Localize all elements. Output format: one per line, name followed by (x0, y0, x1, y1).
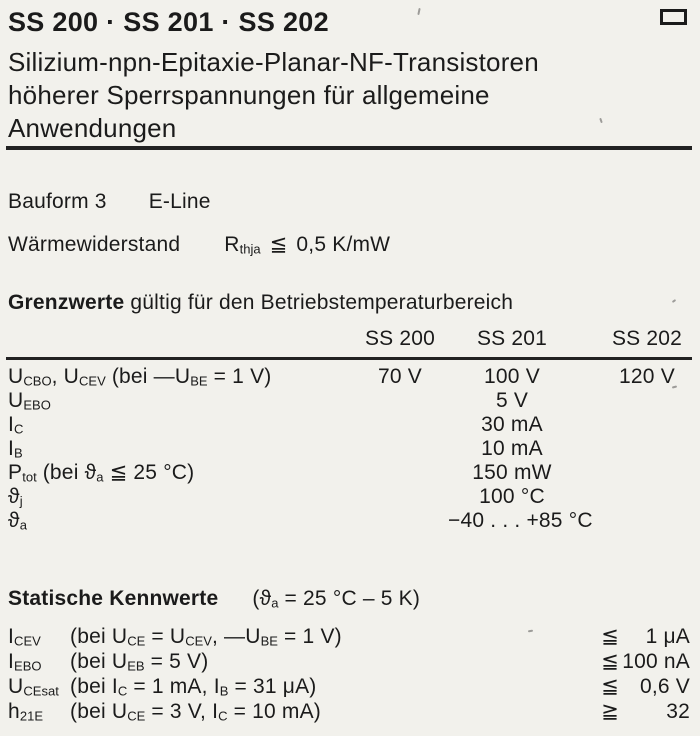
statics-section-heading: Statische Kennwerte (ϑa = 25 °C – 5 K) (8, 587, 420, 615)
static-parameter-value: 100 nA (622, 650, 690, 673)
thermal-resistance-line: Wärmewiderstand Rthja ≦ 0,5 K/mW (8, 233, 390, 261)
static-parameter-condition: (bei IC = 1 mA, IB = 31 μA) (70, 675, 317, 699)
limit-parameter: IC (8, 413, 24, 437)
scan-speck (671, 299, 677, 303)
limit-parameter: ϑa (8, 509, 27, 533)
static-parameter-condition: (bei UEB = 5 V) (70, 650, 209, 674)
statics-table: ICEV (bei UCE = UCEV, —UBE = 1 V) ≦ 1 μA IEB… (8, 624, 692, 724)
thermal-symbol: Rthja (224, 233, 261, 257)
column-header-ss202: SS 202 (611, 327, 683, 350)
static-parameter-symbol: ICEV (8, 625, 41, 649)
bauform-value: E-Line (148, 190, 211, 213)
page-subtitle: Silizium-npn-Epitaxie-Planar-NF-Transist… (8, 46, 648, 145)
greater-equal-icon: ≧ (601, 700, 619, 723)
less-equal-icon: ≦ (601, 625, 619, 648)
limits-table-row: ϑj 100 °C (8, 485, 692, 509)
column-header-ss201: SS 201 (476, 327, 548, 350)
static-parameter-symbol: IEBO (8, 650, 42, 674)
value-ss201: 100 °C (479, 485, 545, 508)
value-ss200: 70 V (378, 365, 422, 388)
static-parameter-value: 0,6 V (639, 675, 690, 698)
value-ss202: 120 V (619, 365, 675, 388)
value-ss201: 30 mA (481, 413, 543, 436)
subtitle-line: Silizium-npn-Epitaxie-Planar-NF-Transist… (8, 47, 539, 77)
thermal-value: 0,5 K/mW (296, 233, 391, 256)
subtitle-line: Anwendungen (8, 113, 177, 143)
statics-heading-condition: (ϑa = 25 °C – 5 K) (252, 587, 421, 611)
divider-top (6, 146, 692, 150)
statics-table-row: UCEsat (bei IC = 1 mA, IB = 31 μA) ≦ 0,6 V (8, 674, 692, 699)
limit-parameter: Ptot (bei ϑa ≦ 25 °C) (8, 461, 195, 485)
bauform-label: Bauform 3 (8, 190, 107, 213)
limits-heading-rest: gültig für den Betriebstemperaturbereich (130, 291, 514, 314)
limits-table-row: UCBO, UCEV (bei —UBE = 1 V) 70 V 100 V 120 … (8, 365, 692, 389)
value-ss201: 100 V (484, 365, 540, 388)
static-parameter-value: 1 μA (645, 625, 690, 648)
page-title: SS 200 · SS 201 · SS 202 (8, 7, 329, 37)
corner-box-icon (660, 9, 687, 25)
limits-header-spacer (8, 327, 352, 351)
limits-section-heading: Grenzwerte gültig für den Betriebstemper… (8, 291, 513, 315)
limits-table-row: IC 30 mA (8, 413, 692, 437)
limits-column-headers: SS 200 SS 201 SS 202 (8, 327, 692, 351)
statics-table-row: IEBO (bei UEB = 5 V) ≦ 100 nA (8, 649, 692, 674)
limit-parameter: UEBO (8, 389, 51, 413)
limits-table-row: Ptot (bei ϑa ≦ 25 °C) 150 mW (8, 461, 692, 485)
limit-parameter: UCBO, UCEV (bei —UBE = 1 V) (8, 365, 272, 389)
thermal-label: Wärmewiderstand (8, 233, 181, 256)
statics-table-row: ICEV (bei UCE = UCEV, —UBE = 1 V) ≦ 1 μA (8, 624, 692, 649)
value-ss200 (352, 509, 448, 537)
limits-table: UCBO, UCEV (bei —UBE = 1 V) 70 V 100 V 120 … (8, 365, 692, 533)
static-parameter-symbol: UCEsat (8, 675, 59, 699)
value-ss202 (576, 509, 692, 537)
limit-parameter: ϑj (8, 485, 23, 509)
limits-table-row: IB 10 mA (8, 437, 692, 461)
statics-table-row: h21E (bei UCE = 3 V, IC = 10 mA) ≧ 32 (8, 699, 692, 724)
title-row: SS 200 · SS 201 · SS 202 (8, 6, 692, 40)
bauform-line: Bauform 3 E-Line (8, 190, 211, 214)
subtitle-line: höherer Sperrspannungen für allgemeine (8, 80, 490, 110)
limits-table-row: ϑa −40 . . . +85 °C (8, 509, 692, 533)
less-equal-icon: ≦ (601, 650, 619, 673)
limit-parameter: IB (8, 437, 23, 461)
static-parameter-value: 32 (666, 700, 690, 723)
value-ss201: −40 . . . +85 °C (448, 509, 593, 532)
less-equal-icon: ≦ (269, 233, 288, 256)
value-ss201: 10 mA (481, 437, 543, 460)
value-ss201: 150 mW (472, 461, 552, 484)
limits-heading-bold: Grenzwerte (8, 291, 125, 314)
limits-table-row: UEBO 5 V (8, 389, 692, 413)
less-equal-icon: ≦ (601, 675, 619, 698)
divider-table (6, 357, 692, 360)
statics-heading-bold: Statische Kennwerte (8, 587, 219, 610)
static-parameter-symbol: h21E (8, 700, 44, 724)
column-header-ss200: SS 200 (364, 327, 436, 350)
static-parameter-condition: (bei UCE = UCEV, —UBE = 1 V) (70, 625, 342, 649)
value-ss201: 5 V (495, 389, 529, 412)
static-parameter-condition: (bei UCE = 3 V, IC = 10 mA) (70, 700, 321, 724)
